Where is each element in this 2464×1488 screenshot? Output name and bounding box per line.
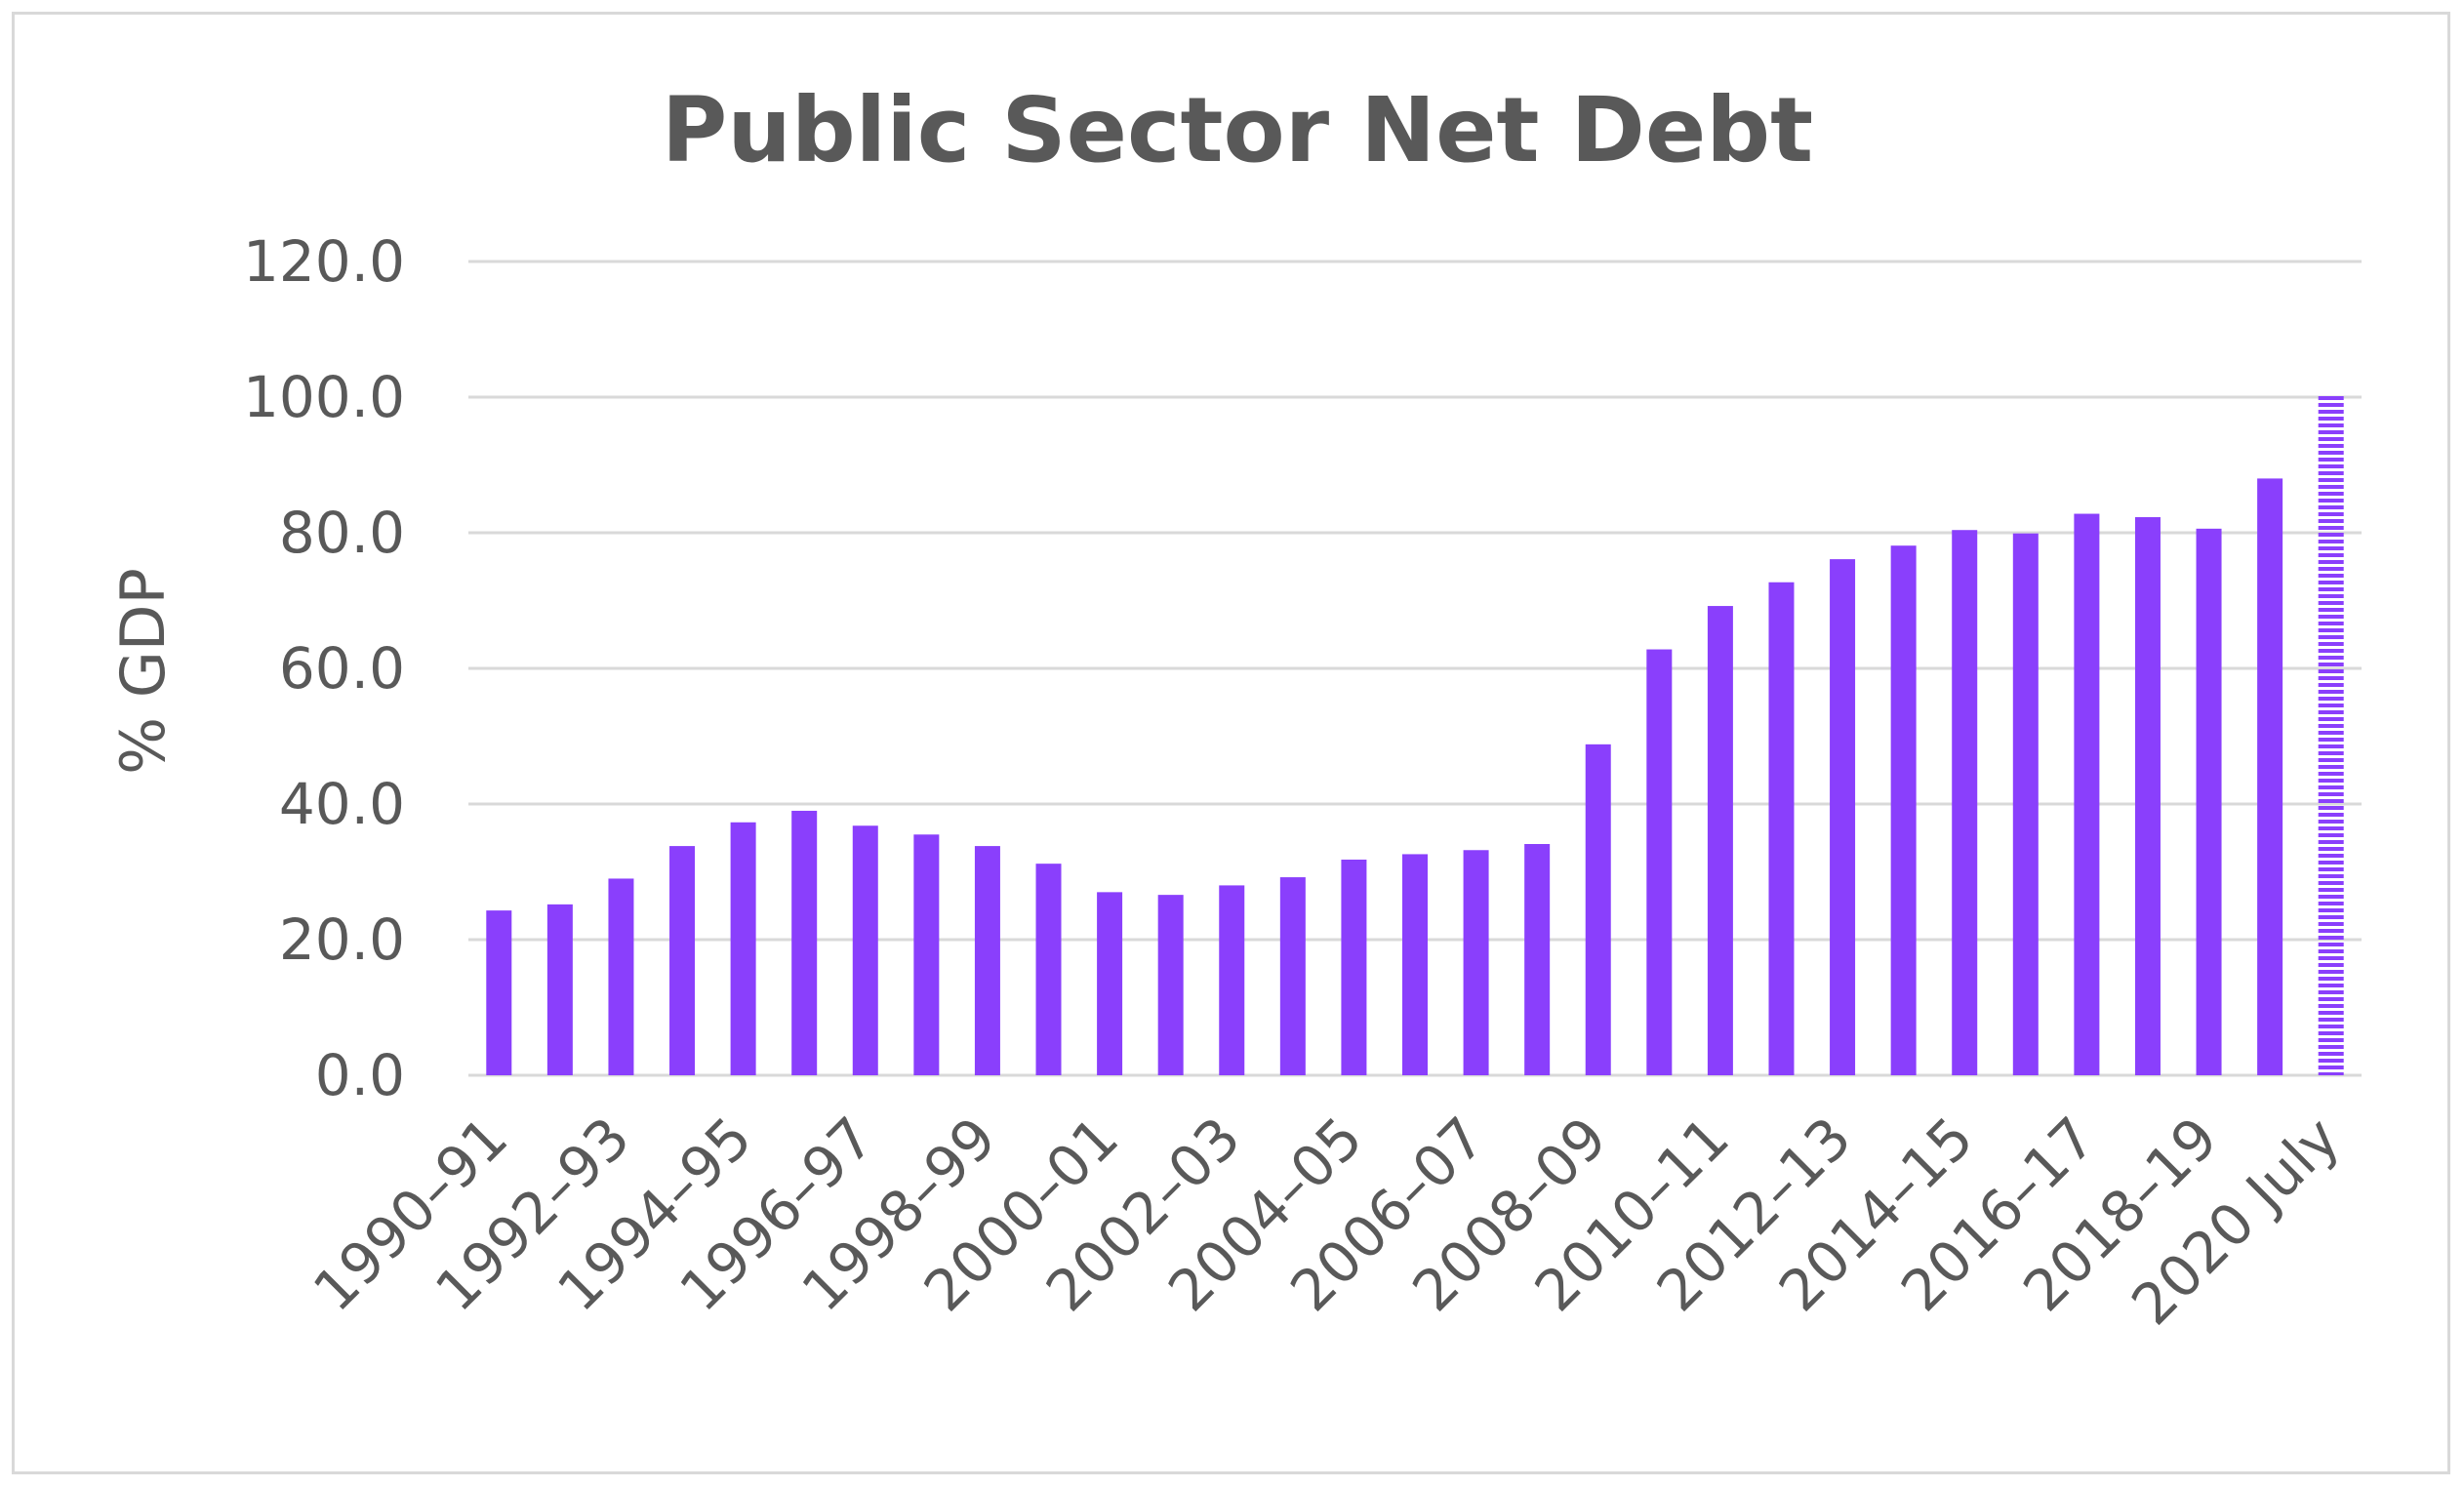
bar-2013-14 bbox=[1890, 545, 1917, 1075]
bar-2015-16 bbox=[2012, 533, 2039, 1075]
y-tick-label: 80.0 bbox=[279, 500, 405, 566]
chart-frame bbox=[12, 12, 2450, 1474]
bar-2005-06 bbox=[1402, 854, 1428, 1075]
bar-1992-93 bbox=[608, 878, 634, 1075]
bar-2014-15 bbox=[1952, 530, 1978, 1075]
bar-2006-07 bbox=[1463, 850, 1489, 1075]
bar-2002-03 bbox=[1219, 885, 1245, 1075]
bar-2004-05 bbox=[1341, 859, 1367, 1075]
y-tick-label: 60.0 bbox=[279, 635, 405, 702]
bar-2003-04 bbox=[1279, 877, 1306, 1075]
bar-1997-98 bbox=[913, 834, 940, 1075]
bar-2020-july bbox=[2318, 393, 2344, 1075]
bar-1995-96 bbox=[791, 810, 818, 1075]
bar-2010-11 bbox=[1707, 606, 1733, 1075]
bar-2007-08 bbox=[1524, 844, 1551, 1075]
y-tick-label: 40.0 bbox=[279, 771, 405, 837]
bar-2019-20 bbox=[2257, 478, 2283, 1075]
bar-1998-99 bbox=[974, 846, 1000, 1075]
bar-2000-01 bbox=[1097, 892, 1123, 1075]
bar-2017-18 bbox=[2134, 517, 2161, 1075]
bar-1999-00 bbox=[1035, 864, 1062, 1075]
bar-2012-13 bbox=[1830, 559, 1856, 1075]
bar-2011-12 bbox=[1768, 582, 1795, 1075]
bar-2016-17 bbox=[2074, 513, 2100, 1075]
bar-2008-09 bbox=[1585, 744, 1611, 1075]
y-tick-label: 20.0 bbox=[279, 906, 405, 973]
y-axis-title: % GDP bbox=[107, 568, 179, 775]
bar-1994-95 bbox=[730, 822, 756, 1075]
y-axis-ticks: 0.0 20.0 40.0 60.0 80.0 100.0 120.0 bbox=[243, 228, 405, 1108]
bar-1993-94 bbox=[669, 846, 696, 1075]
y-tick-label: 100.0 bbox=[243, 364, 405, 430]
chart-title: Public Sector Net Debt bbox=[662, 78, 1813, 182]
bar-2018-19 bbox=[2196, 528, 2222, 1075]
y-tick-label: 120.0 bbox=[243, 228, 405, 295]
bar-2001-02 bbox=[1157, 895, 1184, 1075]
bars bbox=[486, 393, 2344, 1075]
bar-1996-97 bbox=[852, 825, 878, 1075]
y-tick-label: 0.0 bbox=[315, 1042, 405, 1108]
x-axis-ticks: 1990–911992–931994–951996–971998–992000–… bbox=[301, 1105, 2353, 1338]
bar-1990-91 bbox=[486, 910, 512, 1075]
gridlines bbox=[468, 260, 2362, 1077]
bar-1991-92 bbox=[546, 904, 573, 1075]
bar-2009-10 bbox=[1646, 649, 1673, 1075]
